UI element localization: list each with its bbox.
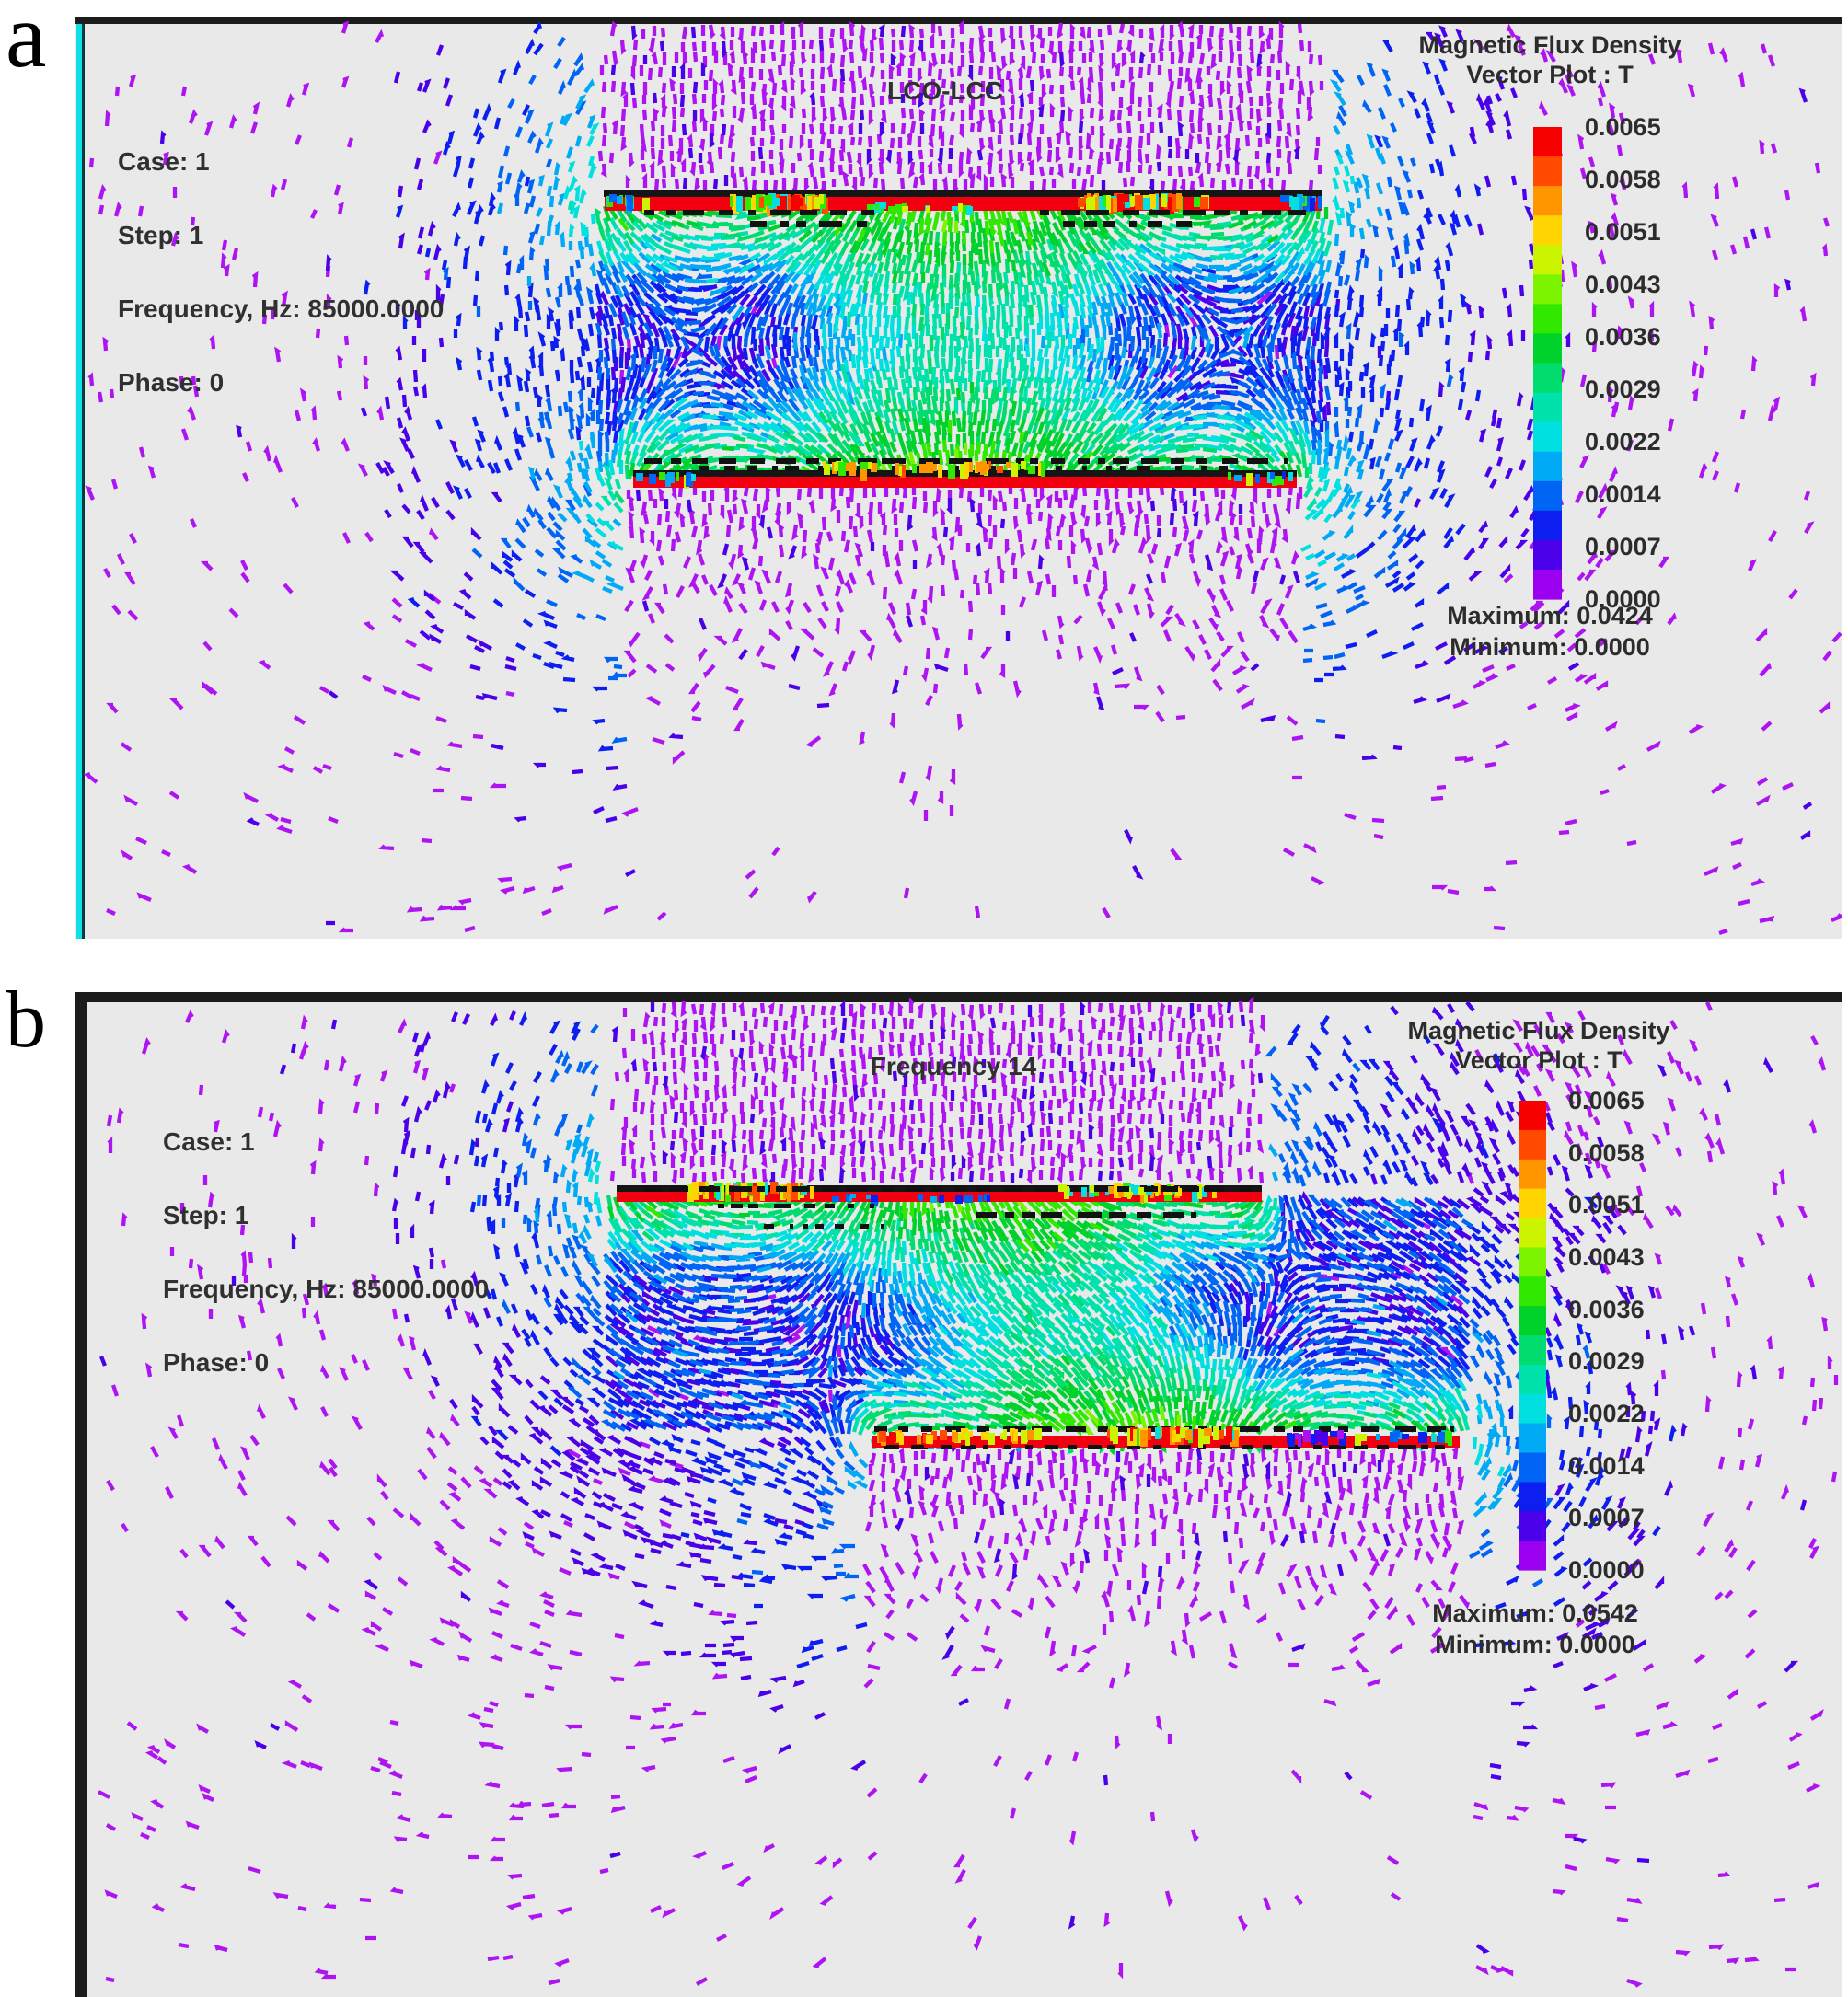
svg-text:0.0014: 0.0014 bbox=[1585, 480, 1661, 508]
svg-text:0.0043: 0.0043 bbox=[1568, 1243, 1645, 1271]
svg-text:0.0036: 0.0036 bbox=[1585, 323, 1661, 351]
svg-text:0.0036: 0.0036 bbox=[1568, 1296, 1645, 1323]
svg-text:0.0007: 0.0007 bbox=[1568, 1504, 1645, 1531]
svg-text:Maximum: 0.0542: Maximum: 0.0542 bbox=[1432, 1599, 1638, 1627]
svg-text:Frequency, Hz: 85000.0000: Frequency, Hz: 85000.0000 bbox=[163, 1275, 489, 1303]
svg-text:0.0014: 0.0014 bbox=[1568, 1452, 1645, 1480]
svg-text:0.0000: 0.0000 bbox=[1568, 1556, 1645, 1584]
svg-text:0.0051: 0.0051 bbox=[1568, 1191, 1645, 1218]
svg-text:Magnetic Flux Density: Magnetic Flux Density bbox=[1407, 1017, 1669, 1045]
svg-text:0.0000: 0.0000 bbox=[1585, 585, 1661, 613]
svg-text:0.0058: 0.0058 bbox=[1568, 1139, 1645, 1167]
svg-text:Phase: 0: Phase: 0 bbox=[163, 1348, 269, 1377]
svg-text:Phase: 0: Phase: 0 bbox=[118, 368, 224, 397]
svg-text:0.0022: 0.0022 bbox=[1585, 428, 1661, 456]
svg-text:Step: 1: Step: 1 bbox=[118, 221, 203, 249]
svg-text:0.0029: 0.0029 bbox=[1568, 1347, 1645, 1375]
svg-text:Case: 1: Case: 1 bbox=[118, 147, 210, 176]
svg-text:0.0043: 0.0043 bbox=[1585, 271, 1661, 298]
svg-text:Magnetic Flux Density: Magnetic Flux Density bbox=[1418, 31, 1681, 59]
svg-text:Frequency 14: Frequency 14 bbox=[871, 1052, 1037, 1080]
svg-text:0.0058: 0.0058 bbox=[1585, 166, 1661, 193]
svg-text:0.0051: 0.0051 bbox=[1585, 218, 1661, 246]
svg-text:Vector Plot : T: Vector Plot : T bbox=[1455, 1046, 1623, 1074]
svg-text:Minimum: 0.0000: Minimum: 0.0000 bbox=[1435, 1631, 1635, 1658]
svg-text:Frequency, Hz: 85000.0000: Frequency, Hz: 85000.0000 bbox=[118, 294, 444, 323]
svg-text:0.0007: 0.0007 bbox=[1585, 533, 1661, 560]
svg-text:0.0065: 0.0065 bbox=[1585, 113, 1661, 141]
svg-text:Minimum: 0.0000: Minimum: 0.0000 bbox=[1450, 633, 1650, 661]
svg-text:LCO-LCC: LCO-LCC bbox=[887, 76, 1003, 105]
svg-text:0.0022: 0.0022 bbox=[1568, 1400, 1645, 1427]
svg-text:Vector Plot : T: Vector Plot : T bbox=[1466, 61, 1634, 88]
svg-text:0.0065: 0.0065 bbox=[1568, 1087, 1645, 1114]
svg-text:Step: 1: Step: 1 bbox=[163, 1201, 248, 1229]
svg-text:0.0029: 0.0029 bbox=[1585, 375, 1661, 403]
svg-text:Maximum: 0.0424: Maximum: 0.0424 bbox=[1447, 602, 1653, 629]
svg-text:Case: 1: Case: 1 bbox=[163, 1127, 255, 1156]
